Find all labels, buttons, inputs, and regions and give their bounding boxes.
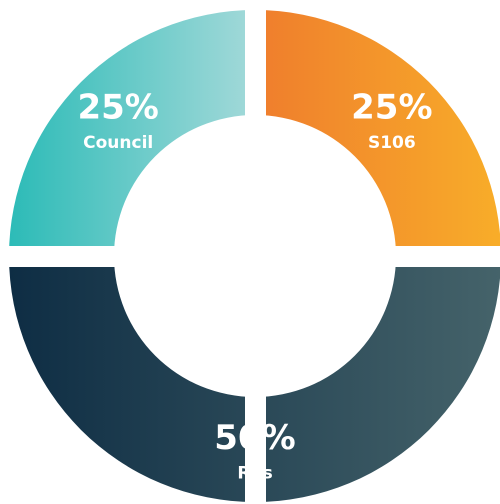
segment-name-label: RPs — [237, 464, 272, 484]
segment-name-label: S106 — [368, 133, 416, 153]
segment-value-label: 25% — [77, 88, 158, 128]
donut-segment — [9, 10, 255, 256]
segment-name-label: Council — [83, 133, 153, 153]
labels: 25% S106 50% RPs 25% Council — [77, 88, 432, 484]
donut — [9, 10, 500, 502]
donut-segment — [255, 10, 500, 256]
segment-value-label: 25% — [351, 88, 432, 128]
segment-value-label: 50% — [214, 418, 295, 458]
donut-segment — [9, 256, 500, 502]
gap-vertical — [245, 0, 266, 504]
